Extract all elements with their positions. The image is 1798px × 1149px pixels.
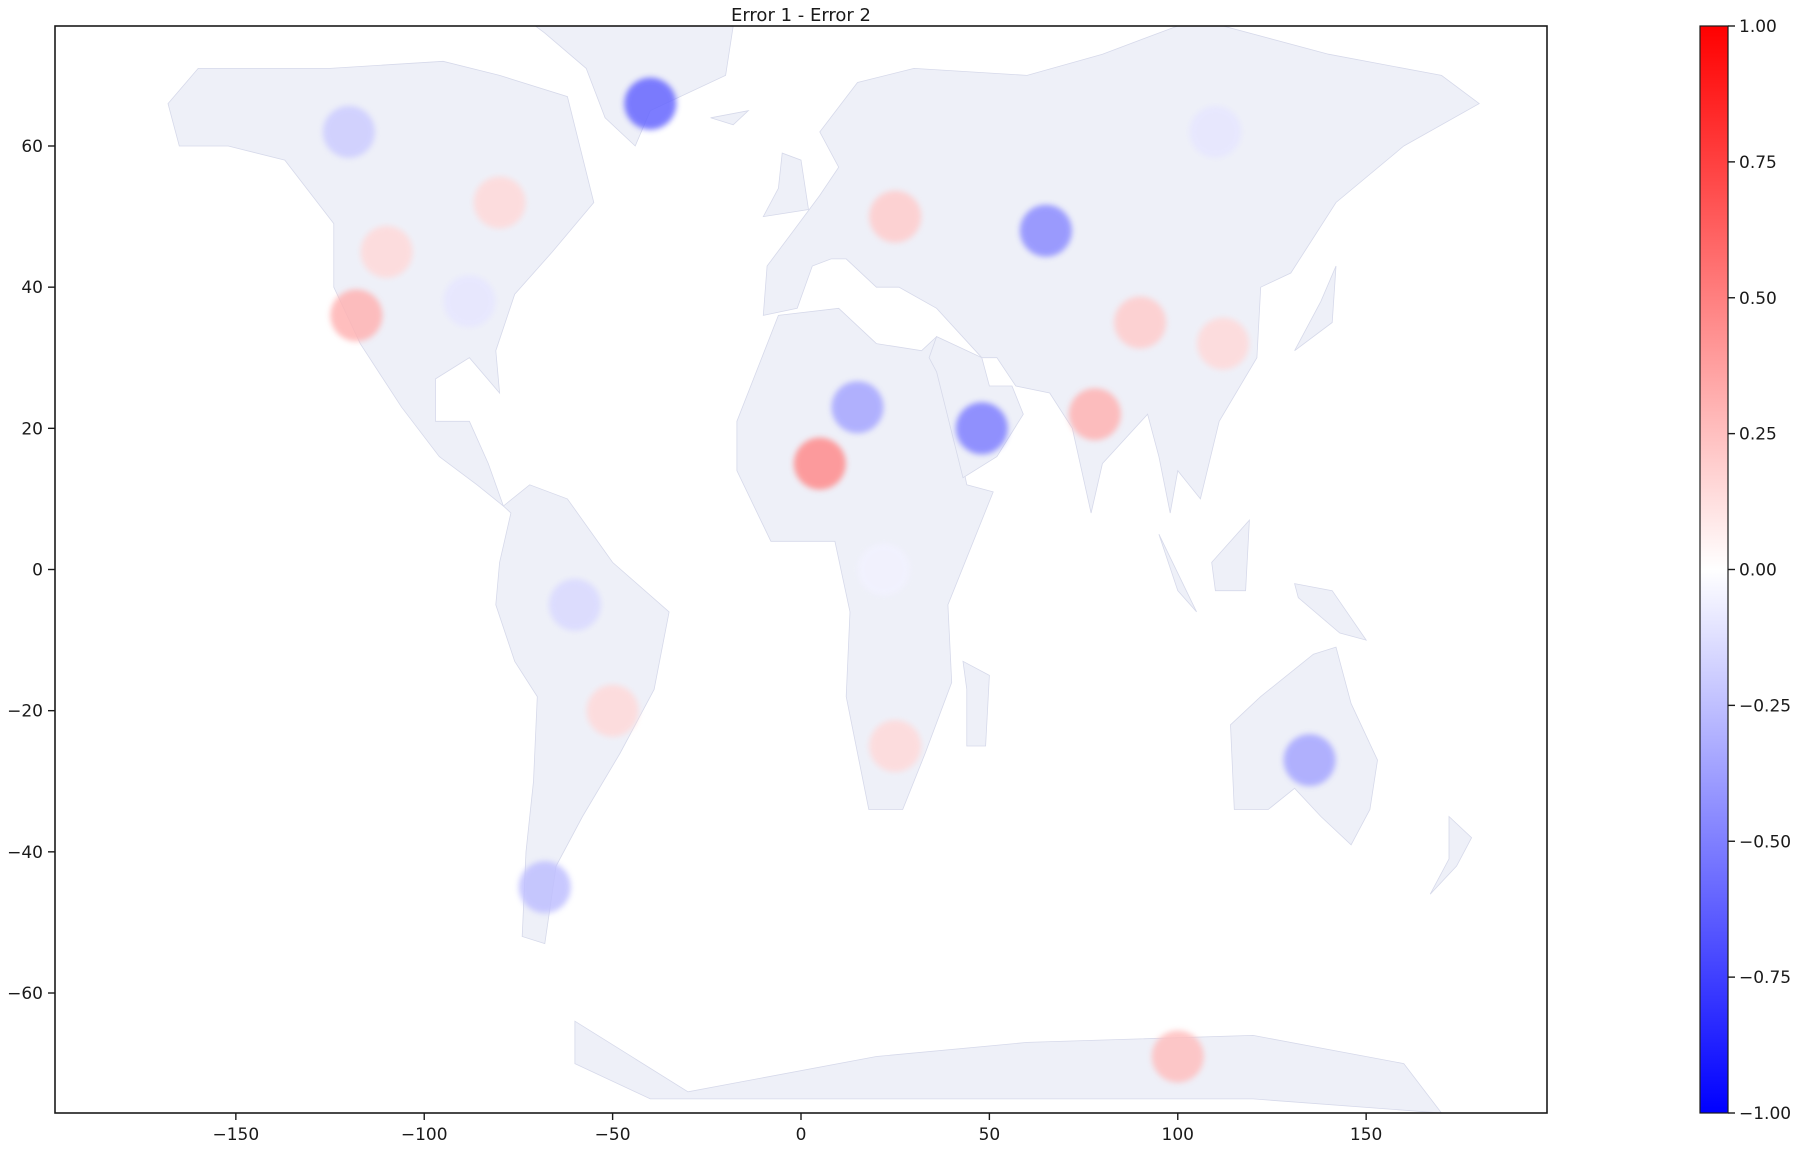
region-cell — [548, 578, 601, 631]
y-tick-label: −40 — [7, 843, 43, 863]
colorbar-tick-label: 0.00 — [1739, 561, 1777, 581]
region-cell — [1283, 734, 1336, 787]
region-cell — [1019, 204, 1072, 257]
colorbar-tick-label: −0.75 — [1739, 968, 1791, 988]
colorbar-tick-label: 0.25 — [1739, 425, 1777, 445]
region-cell — [857, 543, 910, 596]
landmass — [962, 660, 990, 747]
region-cell — [793, 437, 846, 490]
x-tick-label: 150 — [1350, 1125, 1382, 1145]
x-tick-label: 50 — [979, 1125, 1001, 1145]
map-layer — [167, 26, 1480, 1113]
region-cell — [1151, 1030, 1204, 1083]
landmass — [1294, 583, 1368, 641]
region-cell — [473, 176, 526, 229]
x-tick-label: 0 — [796, 1125, 807, 1145]
colorbar-tick-label: −1.00 — [1739, 1104, 1791, 1124]
region-cell — [518, 861, 571, 914]
y-tick-label: 40 — [21, 278, 43, 298]
colorbar-ticks: −1.00 −0.75 −0.50 −0.25 0.00 0.25 0.50 0.75 1.00 — [1728, 17, 1791, 1124]
region-cell — [831, 381, 884, 434]
region-cell — [360, 225, 413, 278]
x-tick-label: 100 — [1162, 1125, 1194, 1145]
chart-title: Error 1 - Error 2 — [731, 5, 871, 26]
region-cell — [624, 77, 677, 130]
colorbar-gradient — [1699, 25, 1729, 1114]
region-cell — [955, 402, 1008, 455]
y-tick-label: 0 — [32, 561, 43, 581]
x-tick-label: −100 — [401, 1125, 448, 1145]
region-cell — [1114, 296, 1167, 349]
colorbar-tick-label: 0.50 — [1739, 289, 1777, 309]
colorbar-tick-label: 0.75 — [1739, 153, 1777, 173]
x-tick-label: −150 — [212, 1125, 259, 1145]
y-tick-label: 60 — [21, 137, 43, 157]
region-cell — [1197, 317, 1249, 370]
colorbar: −1.00 −0.75 −0.50 −0.25 0.00 0.25 0.50 0.75 1.00 — [1699, 17, 1791, 1124]
region-cell — [586, 684, 639, 737]
colorbar-tick-label: 1.00 — [1739, 17, 1777, 37]
region-cell — [869, 720, 922, 772]
x-tick-label: −50 — [595, 1125, 631, 1145]
colorbar-tick-label: −0.25 — [1739, 696, 1791, 716]
y-tick-label: −20 — [7, 702, 43, 722]
region-cell — [330, 289, 383, 342]
y-tick-label: 20 — [21, 419, 43, 439]
x-axis: −150 −100 −50 0 50 100 150 — [212, 1113, 1382, 1145]
y-axis: −60 −40 −20 0 20 40 60 — [7, 137, 55, 1004]
region-cell — [322, 105, 375, 158]
region-cell — [1068, 388, 1121, 441]
landmass — [710, 110, 750, 126]
landmass — [167, 60, 595, 508]
landmass — [1294, 265, 1337, 352]
landmass — [495, 484, 670, 945]
landmass — [1158, 534, 1197, 613]
landmass — [762, 26, 1480, 514]
landmass — [1211, 518, 1250, 592]
landmass — [574, 1020, 1443, 1113]
y-tick-label: −60 — [7, 984, 43, 1004]
colorbar-tick-label: −0.50 — [1739, 832, 1791, 852]
landmass — [762, 152, 809, 218]
region-cell — [869, 190, 922, 243]
region-cell — [1189, 105, 1242, 158]
landmass — [1429, 815, 1473, 895]
region-cell — [443, 275, 496, 328]
